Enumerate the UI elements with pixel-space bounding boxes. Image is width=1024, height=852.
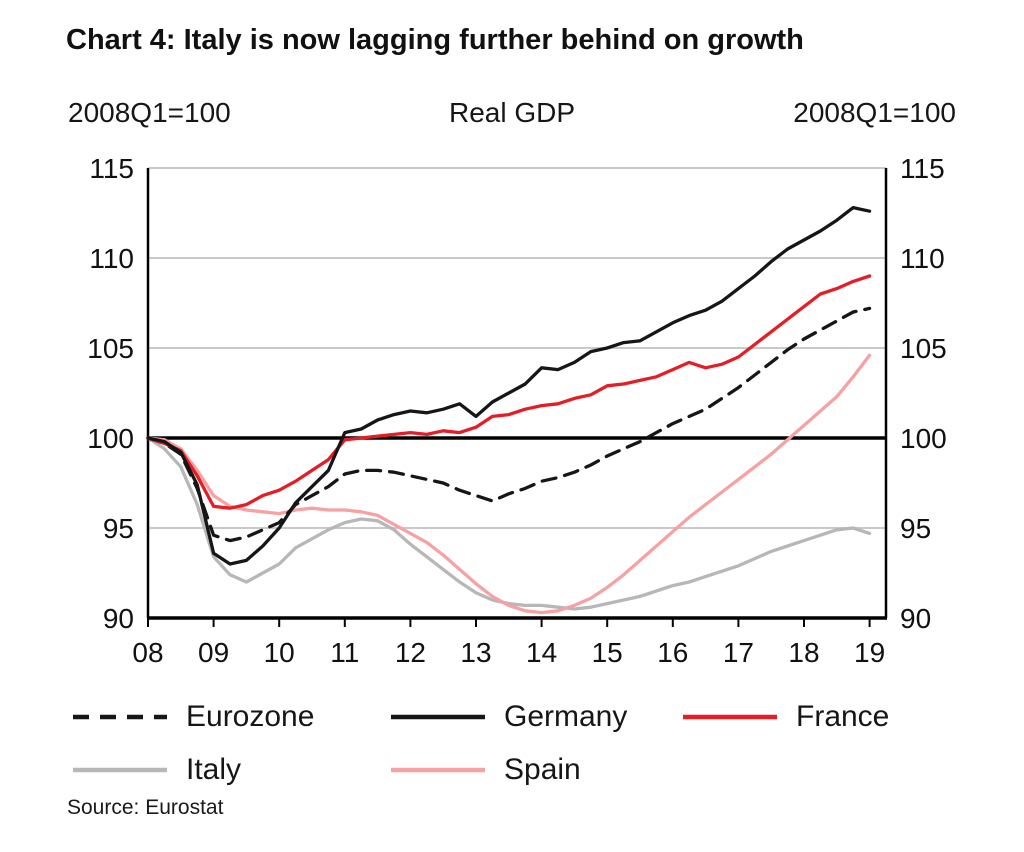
germany-line-swatch xyxy=(391,714,485,719)
svg-text:08: 08 xyxy=(132,637,163,668)
svg-text:10: 10 xyxy=(264,637,295,668)
legend-label-france: France xyxy=(796,699,890,733)
svg-text:100: 100 xyxy=(900,423,947,454)
svg-text:105: 105 xyxy=(87,333,134,364)
gdp-line-chart: 90 90 95 95 100 100 105 105 110 110 115 115 08 09 10 11… xyxy=(87,153,947,668)
chart-title: Chart 4: Italy is now lagging further be… xyxy=(66,24,804,56)
legend-item-france: France xyxy=(682,700,962,734)
legend-item-italy: Italy xyxy=(72,753,390,787)
source-note: Source: Eurostat xyxy=(67,796,224,819)
svg-text:90: 90 xyxy=(900,603,931,634)
svg-text:16: 16 xyxy=(657,637,688,668)
svg-text:13: 13 xyxy=(460,637,491,668)
svg-text:95: 95 xyxy=(103,513,134,544)
legend-row-1: Eurozone Germany France xyxy=(72,690,962,743)
eurozone-line-swatch xyxy=(73,714,167,719)
legend-row-2: Italy Spain xyxy=(72,743,962,796)
france-line-swatch xyxy=(683,714,777,719)
spain-line-swatch xyxy=(391,767,485,772)
legend-item-germany: Germany xyxy=(390,700,682,734)
svg-text:110: 110 xyxy=(89,243,134,274)
legend-item-spain: Spain xyxy=(390,753,682,787)
svg-text:95: 95 xyxy=(900,513,931,544)
svg-text:115: 115 xyxy=(89,153,134,184)
legend-label-italy: Italy xyxy=(186,752,242,786)
chart-subject-label: Real GDP xyxy=(448,97,576,128)
svg-text:09: 09 xyxy=(198,637,229,668)
right-index-label: 2008Q1=100 xyxy=(793,97,956,128)
svg-text:19: 19 xyxy=(854,637,885,668)
svg-text:17: 17 xyxy=(723,637,754,668)
svg-text:100: 100 xyxy=(87,423,134,454)
svg-text:12: 12 xyxy=(395,637,426,668)
svg-text:11: 11 xyxy=(330,637,359,668)
legend-item-eurozone: Eurozone xyxy=(72,700,390,734)
chart-subtitle-row: 2008Q1=100 Real GDP 2008Q1=100 xyxy=(68,97,956,129)
legend-label-eurozone: Eurozone xyxy=(186,699,315,733)
italy-line-swatch xyxy=(73,767,167,772)
legend-label-germany: Germany xyxy=(504,699,628,733)
svg-text:15: 15 xyxy=(592,637,623,668)
svg-text:90: 90 xyxy=(103,603,134,634)
svg-text:110: 110 xyxy=(900,243,945,274)
svg-text:115: 115 xyxy=(900,153,945,184)
chart-legend: Eurozone Germany France Italy Spain xyxy=(72,690,962,796)
svg-text:18: 18 xyxy=(788,637,819,668)
left-index-label: 2008Q1=100 xyxy=(68,97,231,128)
legend-label-spain: Spain xyxy=(504,752,581,786)
svg-text:14: 14 xyxy=(526,637,557,668)
svg-text:105: 105 xyxy=(900,333,947,364)
